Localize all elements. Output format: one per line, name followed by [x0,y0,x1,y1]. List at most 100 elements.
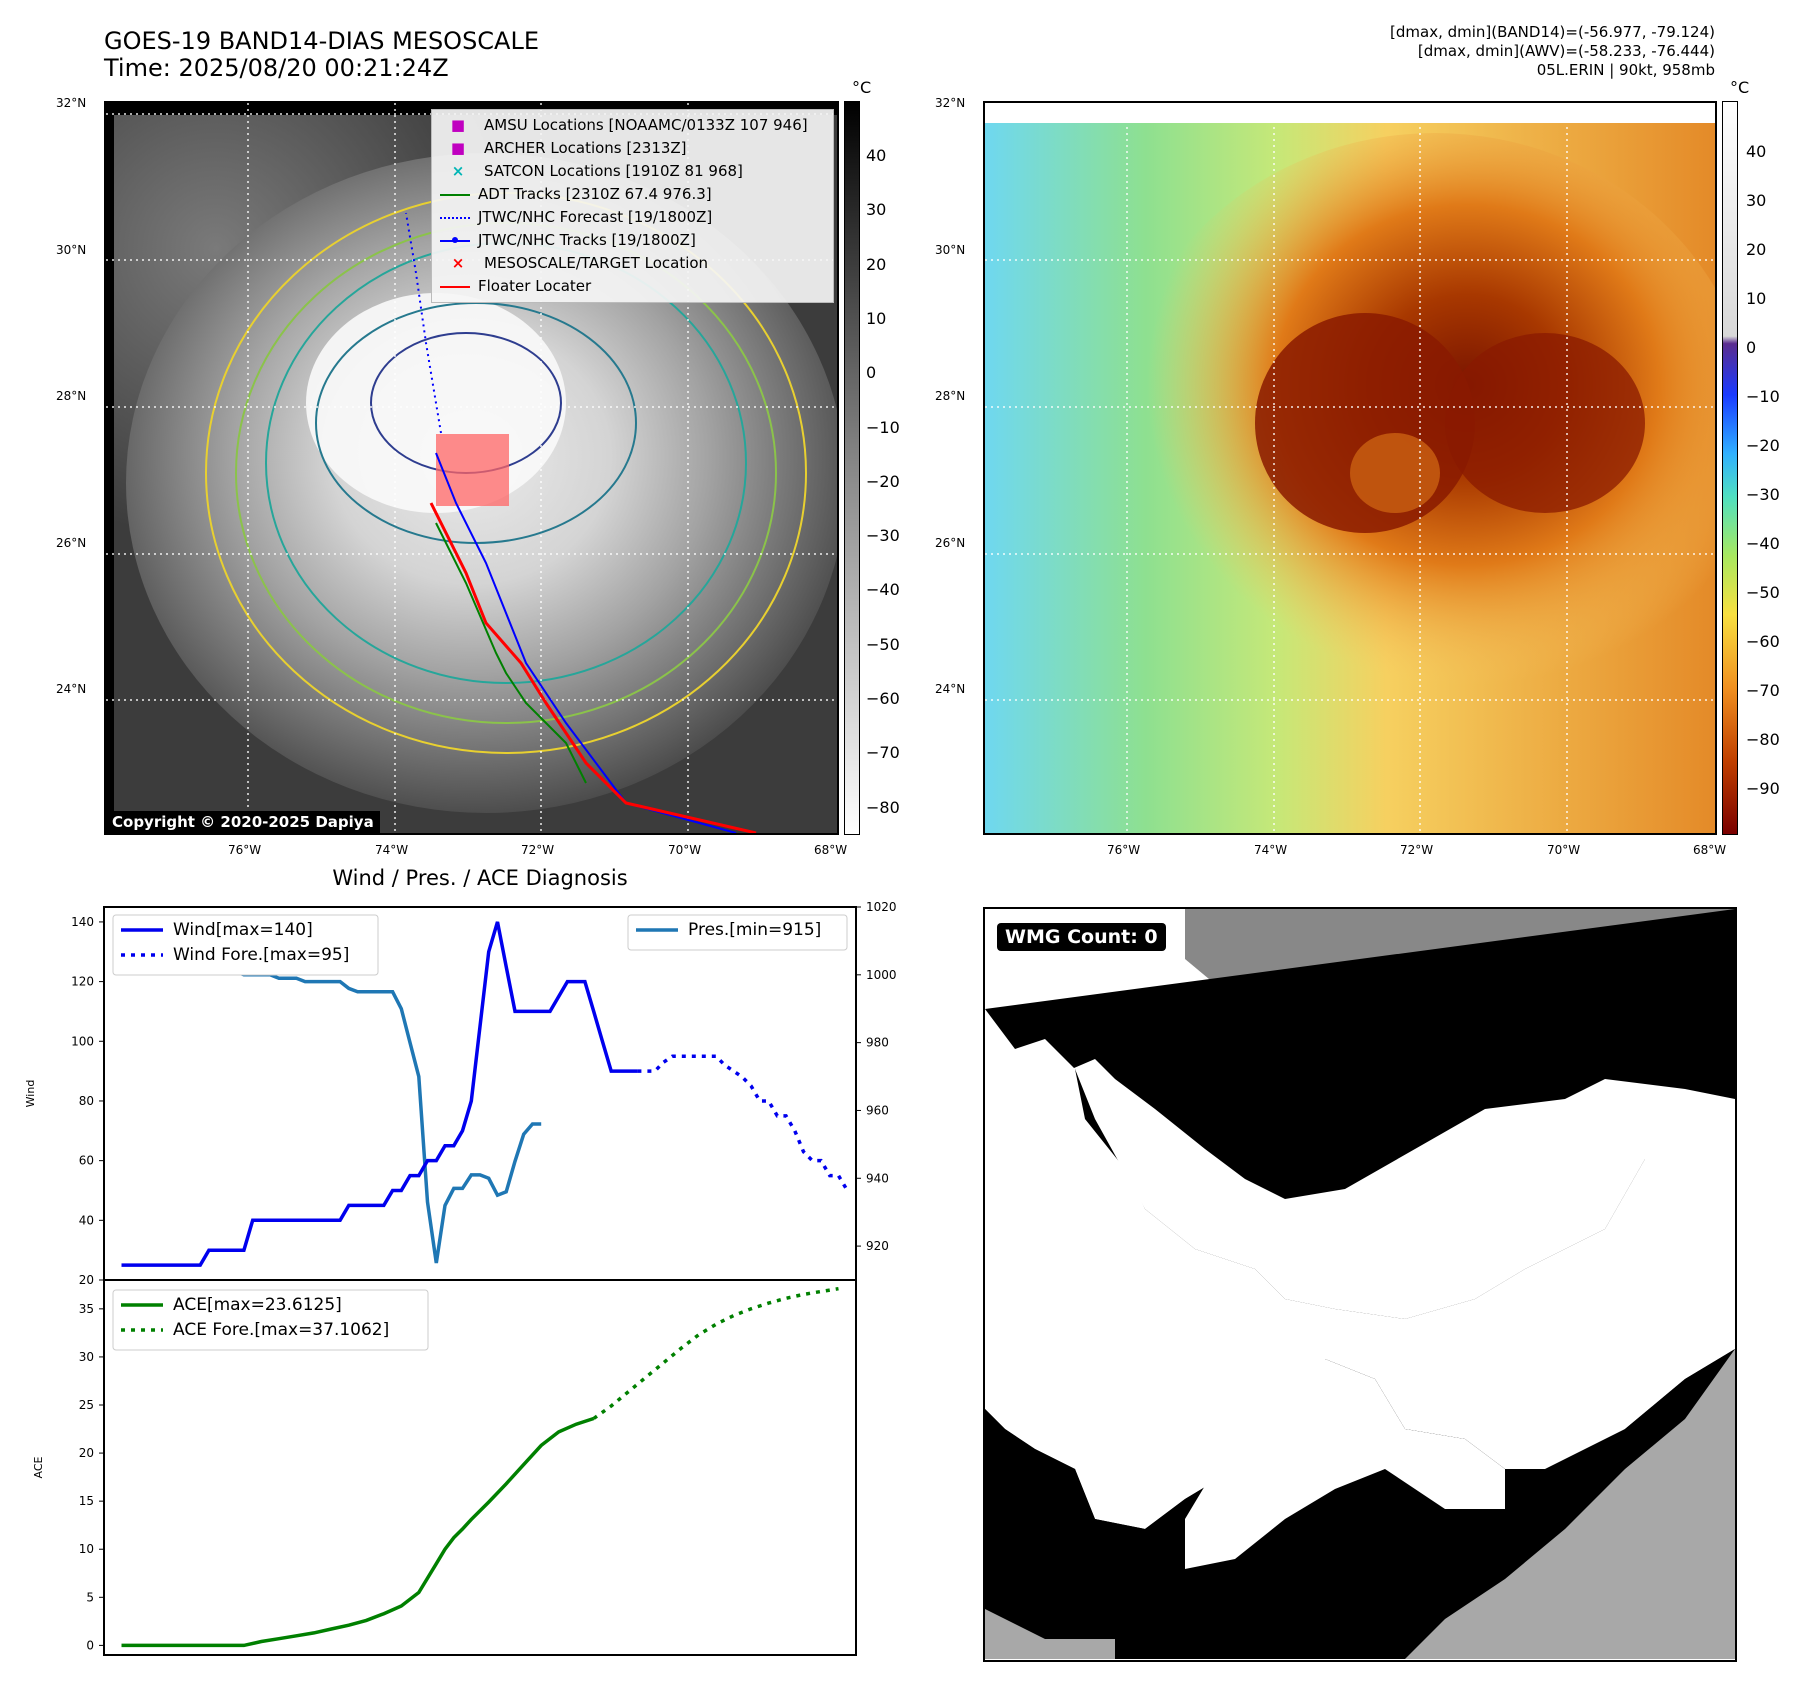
legend-entry: × SATCON Locations [1910Z 81 968] [440,160,825,183]
colorbar-tick: −50 [1746,583,1780,602]
legend-symbol-icon: ■ [450,139,466,157]
colorbar-tick: −80 [1746,730,1780,749]
y-tick-label: 5 [86,1590,94,1604]
legend-entry: JTWC/NHC Tracks [19/1800Z] [440,229,825,252]
colorbar-tick: −70 [866,743,900,763]
lon-label: 72°W [521,843,555,857]
legend-label: SATCON Locations [1910Z 81 968] [484,162,743,180]
colorbar-tick: −60 [1746,632,1780,651]
title-line-2: Time: 2025/08/20 00:21:24Z [104,54,449,82]
legend-entry: ■ ARCHER Locations [2313Z] [440,137,825,160]
y-tick-label: 120 [71,975,94,989]
wmg-panel: WMG Count: 0 [983,907,1737,1662]
lat-label: 28°N [56,389,87,403]
legend-entry: × MESOSCALE/TARGET Location [440,252,825,275]
lat-label: 26°N [935,536,966,550]
legend-label: Wind Fore.[max=95] [173,945,349,965]
awv-satellite-panel [983,101,1717,835]
title-line-1: GOES-19 BAND14-DIAS MESOSCALE [104,27,540,55]
legend-label: Wind[max=140] [173,920,313,940]
colorbar-tick: −20 [1746,436,1780,455]
y2-tick-label: 960 [866,1103,889,1117]
legend-label: ACE Fore.[max=37.1062] [173,1320,389,1340]
y-tick-label: 20 [79,1446,94,1460]
y-tick-label: 60 [79,1154,94,1168]
colorbar-tick: −90 [1746,779,1780,798]
legend-symbol-icon: × [451,254,465,272]
legend-label: Pres.[min=915] [688,920,821,940]
floater-box [436,434,509,506]
legend-box [112,1289,429,1351]
colorbar-tick: −30 [866,526,900,546]
legend-label: ADT Tracks [2310Z 67.4 976.3] [478,185,712,203]
legend-label: JTWC/NHC Tracks [19/1800Z] [478,231,696,249]
legend-label: AMSU Locations [NOAAMC/0133Z 107 946] [484,116,808,134]
lat-label: 32°N [56,96,87,110]
legend-label: MESOSCALE/TARGET Location [484,254,709,272]
info-line-1: [dmax, dmin](BAND14)=(-56.977, -79.124) [1390,23,1715,41]
colorbar-tick: −20 [866,471,900,491]
legend-symbol-icon [440,285,470,288]
y-tick-label: 40 [79,1213,94,1227]
legend-symbol-icon [440,236,470,243]
colorbar-tick: 0 [1746,338,1757,357]
colorbar-tick: −30 [1746,485,1780,504]
ir-colorbar-unit: °C [852,78,872,97]
colorbar-tick: −80 [866,797,900,817]
legend-symbol-icon [440,216,470,219]
copyright-notice: Copyright © 2020-2025 Dapiya [106,811,380,833]
colorbar-tick: 0 [866,363,877,383]
colorbar-tick: −40 [1746,534,1780,553]
y2-tick-label: 980 [866,1036,889,1050]
legend-entry: ADT Tracks [2310Z 67.4 976.3] [440,183,825,206]
legend-symbol-icon [440,193,470,196]
lon-label: 68°W [1693,843,1727,857]
lon-label: 76°W [1107,843,1141,857]
awv-colorbar [1722,101,1738,835]
legend-label: JTWC/NHC Forecast [19/1800Z] [478,208,713,226]
series-line [121,921,638,1267]
colorbar-tick: 30 [866,200,887,220]
map-legend: ■ AMSU Locations [NOAAMC/0133Z 107 946] ■ A… [431,109,834,303]
chart-title: GOES-19 BAND14-DIAS MESOSCALE Time: 2025… [104,28,539,82]
legend-symbol-icon: × [451,162,465,180]
y2-tick-label: 920 [866,1239,889,1253]
series-line [637,1054,849,1192]
colorbar-tick: −50 [866,634,900,654]
ace-axis-label: ACE [32,1456,45,1478]
colorbar-tick: 20 [866,254,887,274]
lon-label: 68°W [814,843,848,857]
legend-box [627,914,848,951]
y-tick-label: 35 [79,1302,94,1316]
legend-symbol-icon: ■ [450,116,466,134]
colorbar-tick: 20 [1746,240,1767,259]
lat-label: 26°N [56,536,87,550]
legend-label: ACE[max=23.6125] [173,1295,342,1315]
awv-colorbar-unit: °C [1730,78,1750,97]
info-line-3: 05L.ERIN | 90kt, 958mb [1536,61,1715,79]
colorbar-tick: 40 [866,146,887,165]
y-tick-label: 10 [79,1542,94,1556]
colorbar-tick: −70 [1746,681,1780,700]
lat-label: 24°N [935,682,966,696]
legend-box [112,914,379,976]
wmg-mask [985,909,1735,1659]
lat-label: 24°N [56,682,87,696]
colorbar-tick: 10 [866,308,887,328]
y-tick-label: 0 [86,1638,94,1652]
y-tick-label: 20 [79,1273,94,1287]
storm-info: [dmax, dmin](BAND14)=(-56.977, -79.124) … [1390,23,1715,80]
diagnosis-charts: 2040608010012014092094096098010001020Win… [24,900,897,1656]
lon-label: 70°W [1547,843,1581,857]
info-line-2: [dmax, dmin](AWV)=(-58.233, -76.444) [1417,42,1715,60]
y-tick-label: 100 [71,1034,94,1048]
ace-panel-frame [103,1279,857,1656]
lat-label: 30°N [935,243,966,257]
y-tick-label: 15 [79,1494,94,1508]
y-tick-label: 30 [79,1350,94,1364]
y2-tick-label: 940 [866,1171,889,1185]
y-axis-label: Wind [24,1080,37,1108]
y2-tick-label: 1000 [866,968,897,982]
series-line [121,939,542,1264]
colorbar-tick: −60 [866,689,900,708]
